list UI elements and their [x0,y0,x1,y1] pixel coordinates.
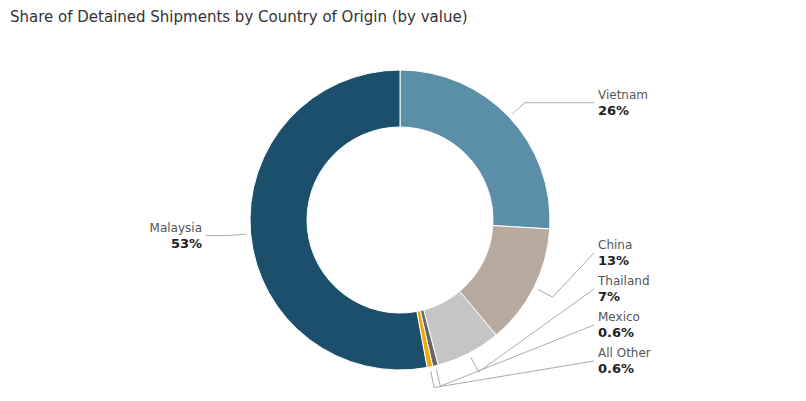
annotations: Vietnam26%China13%Thailand7%Mexico0.6%Al… [150,88,651,388]
data-label: 0.6% [598,361,634,376]
slice-label: China [598,238,632,252]
data-label: 13% [598,253,629,268]
slice-label: Mexico [598,310,640,324]
leader-line [436,325,594,386]
data-label: 0.6% [598,325,634,340]
data-label: 7% [598,289,620,304]
slice [400,70,550,229]
slice [250,70,427,370]
leader-line [206,234,246,235]
title: Share of Detained Shipments by Country o… [10,8,468,26]
leader-line [471,289,594,372]
slice-label: Malaysia [150,221,202,235]
leader-line [431,361,594,388]
data-label: 53% [171,236,202,251]
data-label: 26% [598,103,629,118]
leader-line [538,253,594,297]
chart: Share of Detained Shipments by Country o… [0,0,806,401]
plot [250,70,550,370]
slice-label: Vietnam [598,88,648,102]
slice-label: All Other [598,346,651,360]
leader-line [512,103,594,114]
slice-label: Thailand [597,274,650,288]
